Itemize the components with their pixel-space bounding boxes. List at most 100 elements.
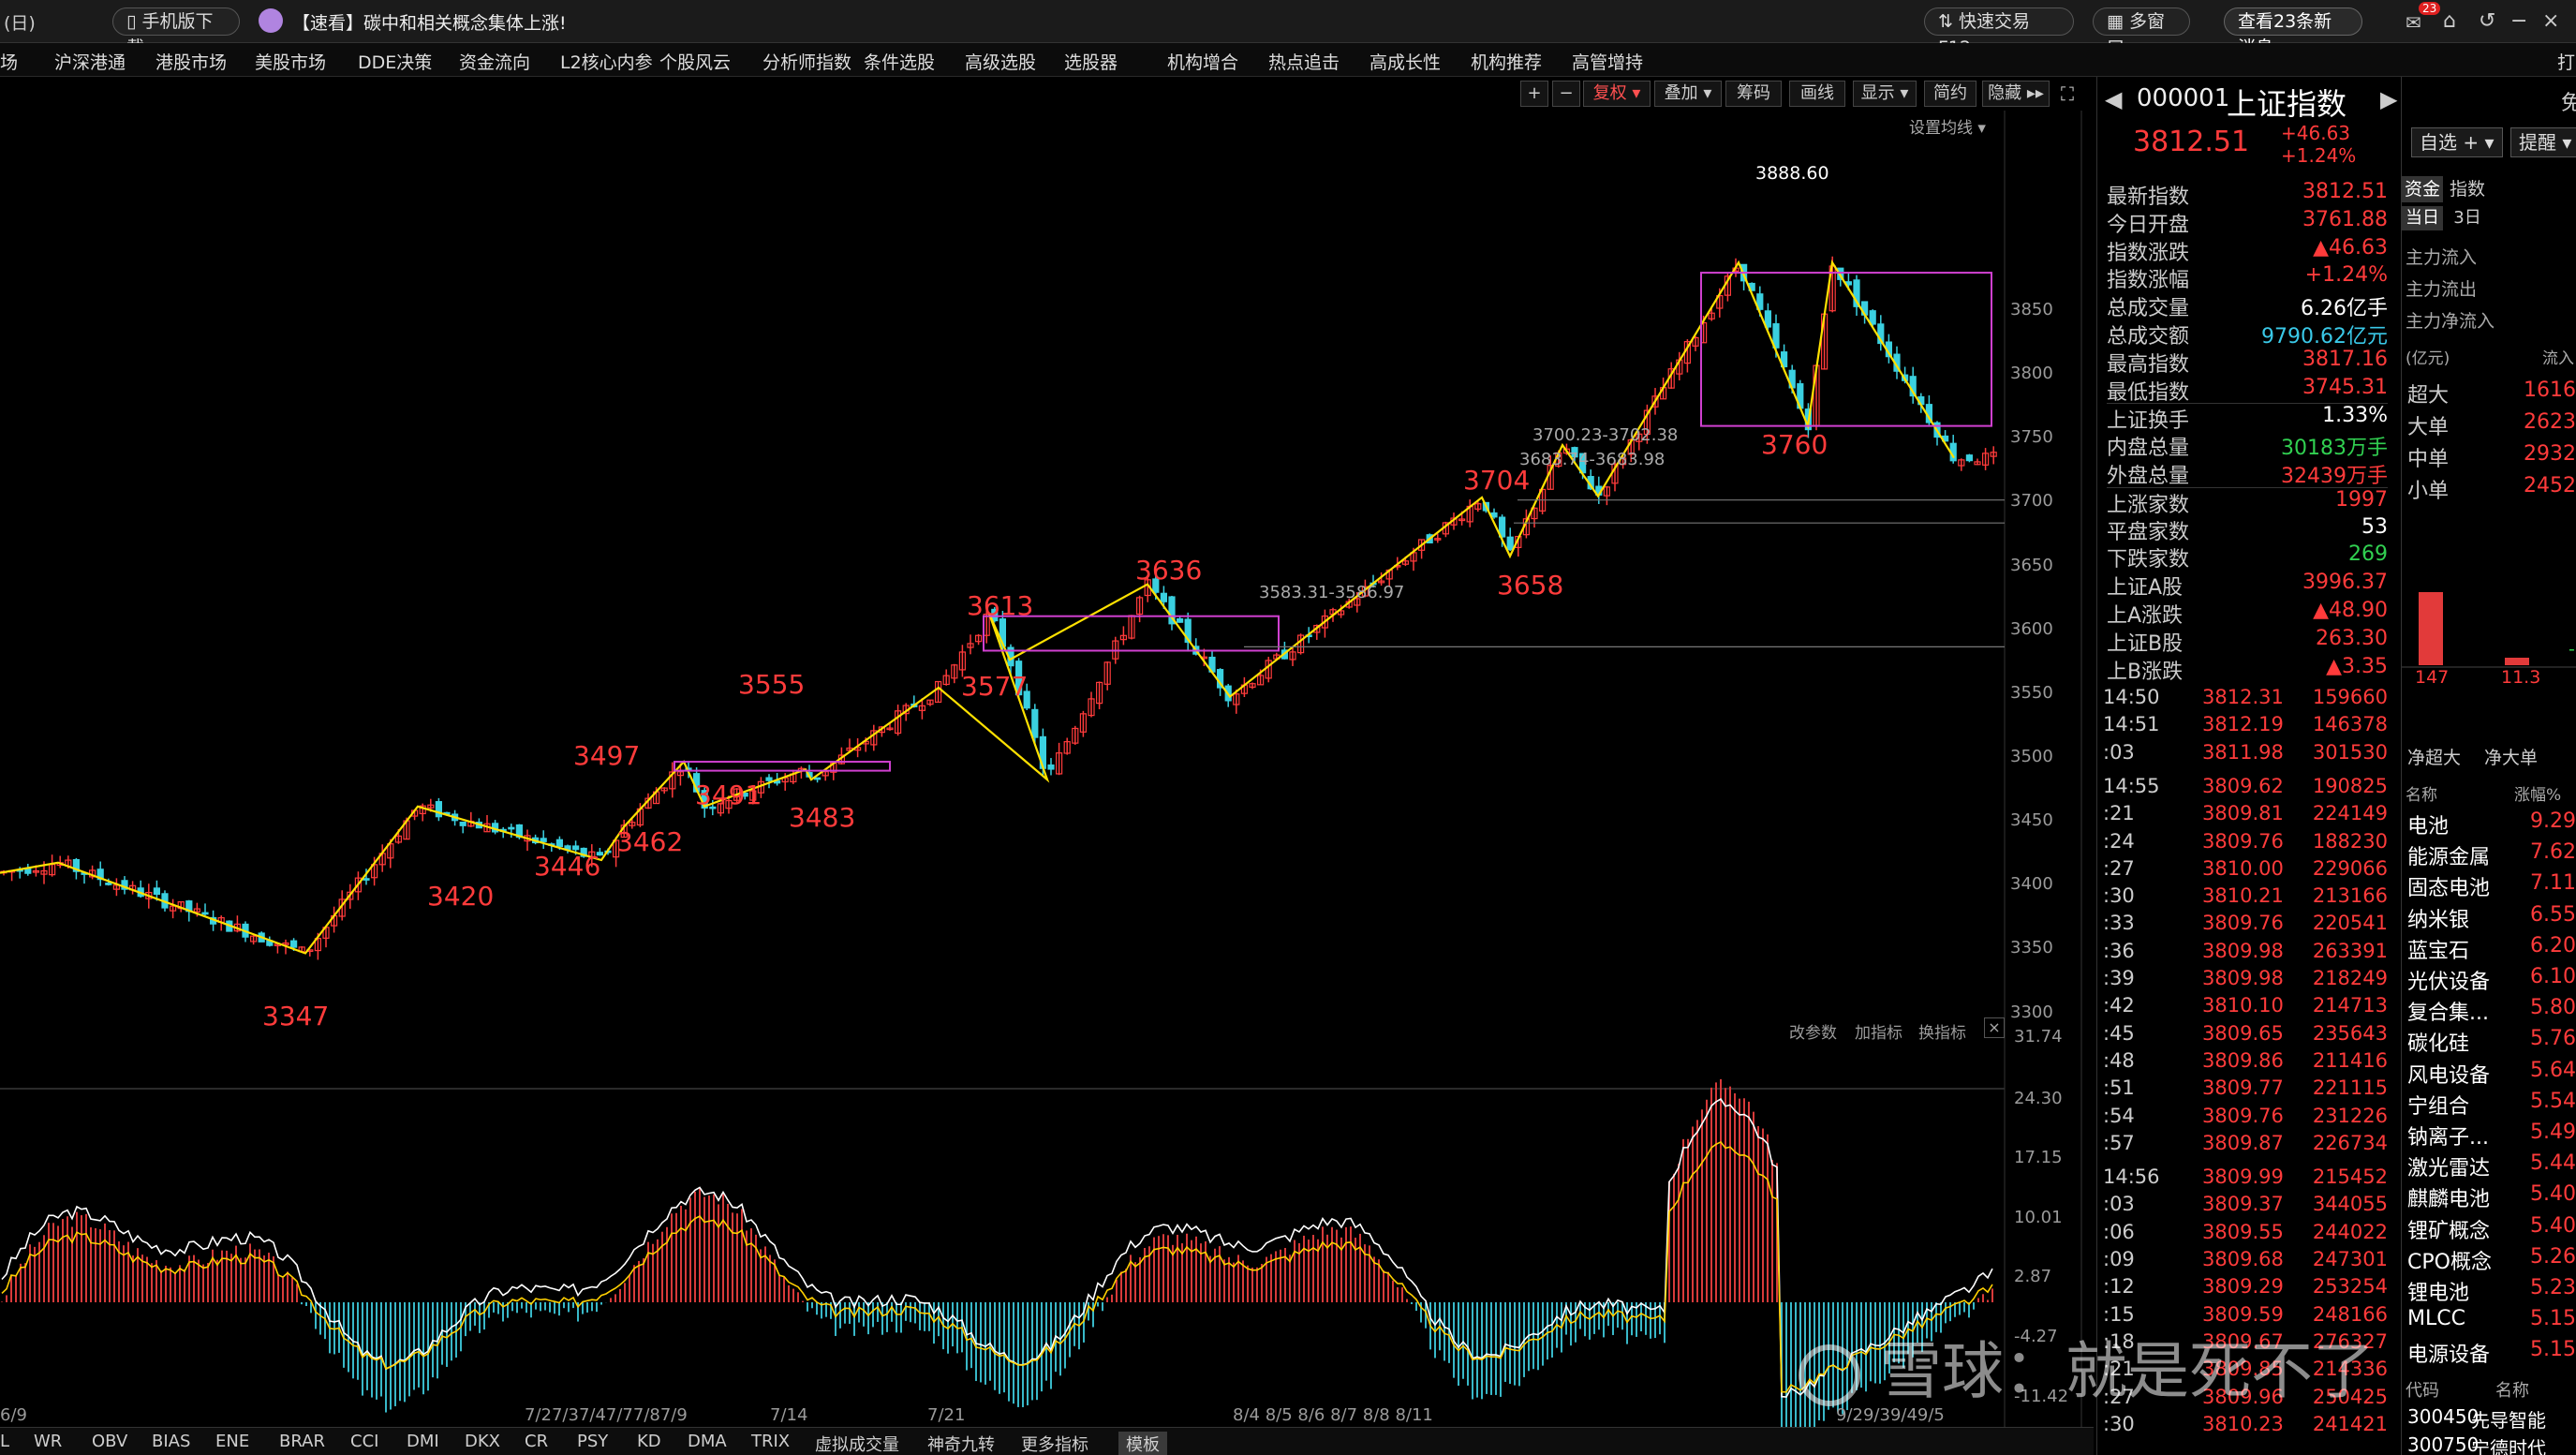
sector-row[interactable]: 蓝宝石 6.20 [2407, 934, 2576, 964]
sector-row[interactable]: 钠离子... 5.49 [2407, 1121, 2576, 1151]
sector-row[interactable]: 固态电池 7.11 [2407, 871, 2576, 901]
tick-time: 14:50 [2103, 686, 2160, 708]
menu-item[interactable]: 分析师指数 [762, 52, 852, 73]
sector-row[interactable]: 激光雷达 5.44 [2407, 1151, 2576, 1181]
menu-item[interactable]: 高管增持 [1572, 52, 1644, 73]
hide-button[interactable]: 隐藏 ▸▸ [1982, 81, 2050, 107]
indicator-tab[interactable]: ENE [215, 1432, 250, 1451]
menu-item[interactable]: 机构增合 [1167, 52, 1239, 73]
menu-item[interactable]: L2核心内参 [560, 52, 653, 73]
zigzag-line [0, 260, 1955, 955]
menu-item[interactable]: 选股器 [1064, 52, 1118, 73]
menu-item[interactable]: 高级选股 [965, 52, 1037, 73]
macd-tick: 31.74 [2014, 1026, 2063, 1047]
add-watchlist-button[interactable]: 自选 + ▾ [2411, 127, 2503, 157]
indicator-tab[interactable]: DMI [407, 1432, 439, 1451]
indicator-tab[interactable]: BRAR [279, 1432, 325, 1451]
news-ticker[interactable]: 【速看】碳中和相关概念集体上涨! [292, 13, 567, 34]
indicator-tab[interactable]: DKX [465, 1432, 500, 1451]
sector-row[interactable]: MLCC 5.15 [2407, 1307, 2576, 1337]
edit-params-button[interactable]: 改参数 [1789, 1024, 1837, 1043]
home-icon[interactable]: ⌂ [2443, 9, 2456, 33]
simple-button[interactable]: 简约 [1924, 81, 1976, 107]
new-messages-button[interactable]: 查看23条新消息 [2224, 7, 2362, 58]
sector-row[interactable]: 纳米银 6.55 [2407, 903, 2576, 933]
menu-item[interactable]: 沪深港通 [54, 52, 126, 73]
menu-item[interactable]: 个股风云 [659, 52, 732, 73]
sector-row[interactable]: 光伏设备 6.10 [2407, 965, 2576, 995]
constituent-row[interactable]: 300750 宁德时代 [2407, 1433, 2576, 1455]
sector-row[interactable]: 麒麟电池 5.40 [2407, 1182, 2576, 1212]
list-header-name[interactable]: 名称 [2406, 786, 2437, 805]
sector-row[interactable]: 电池 9.29 [2407, 809, 2576, 839]
set-ma-button[interactable]: 设置均线 ▾ [1909, 119, 1986, 138]
sector-row[interactable]: 宁组合 5.54 [2407, 1090, 2576, 1120]
indicator-tab[interactable]: 更多指标 [1021, 1435, 1088, 1455]
sector-row[interactable]: 能源金属 7.62 [2407, 840, 2576, 870]
switch-indicator-button[interactable]: 换指标 [1918, 1024, 1966, 1043]
fuquan-dropdown[interactable]: 复权 ▾ [1583, 81, 1651, 107]
indicator-tab[interactable]: OBV [92, 1432, 128, 1451]
next-stock-icon[interactable]: ▶ [2380, 86, 2398, 112]
sector-row[interactable]: 电源设备 5.15 [2407, 1338, 2576, 1368]
constituent-row[interactable]: 300450 先导智能 [2407, 1405, 2576, 1435]
sector-row[interactable]: 风电设备 5.64 [2407, 1059, 2576, 1089]
sector-row[interactable]: 锂电池 5.23 [2407, 1276, 2576, 1306]
fuquan-label: 复权 [1592, 83, 1627, 103]
candle-body [40, 869, 48, 875]
draw-line-button[interactable]: 画线 [1789, 81, 1845, 107]
indicator-tab[interactable]: BIAS [152, 1432, 191, 1451]
indicator-tab-active[interactable]: 模板 [1118, 1432, 1167, 1455]
alert-button[interactable]: 提醒 ▾ [2510, 127, 2576, 157]
menu-item[interactable]: 热点追击 [1268, 52, 1340, 73]
indicator-tab[interactable]: 神奇九转 [927, 1435, 995, 1455]
tab-index[interactable]: 指数 [2449, 179, 2485, 200]
tab-funds[interactable]: 资金 [2402, 176, 2443, 202]
mail-icon[interactable]: ✉ [2406, 11, 2421, 34]
indicator-tab[interactable]: DMA [688, 1432, 727, 1451]
menu-item[interactable]: 美股市场 [255, 52, 327, 73]
indicator-tab[interactable]: WR [34, 1432, 63, 1451]
indicator-tab[interactable]: CCI [350, 1432, 379, 1451]
expand-icon[interactable]: ⛶ [2061, 82, 2074, 105]
back-icon[interactable]: ↺ [2479, 9, 2496, 33]
menu-item[interactable]: 港股市场 [155, 52, 228, 73]
indicator-tab[interactable]: PSY [577, 1432, 609, 1451]
sector-row[interactable]: CPO概念 5.26 [2407, 1245, 2576, 1275]
menu-item[interactable]: 高成长性 [1369, 52, 1442, 73]
assistant-avatar-icon[interactable] [259, 8, 283, 33]
multi-window-button[interactable]: ▦ 多窗口 [2093, 7, 2190, 58]
chips-button[interactable]: 筹码 [1725, 81, 1782, 107]
minimize-icon[interactable]: − [2510, 9, 2528, 33]
indicator-tab[interactable]: L [0, 1432, 10, 1451]
menu-item[interactable]: 条件选股 [864, 52, 936, 73]
subtab-3day[interactable]: 3日 [2453, 208, 2481, 228]
close-icon[interactable]: × [2542, 9, 2560, 33]
menu-item[interactable]: 场 [0, 52, 19, 73]
list-header-change[interactable]: 涨幅% [2514, 786, 2562, 805]
indicator-tab[interactable]: KD [637, 1432, 661, 1451]
sector-row[interactable]: 复合集... 5.80 [2407, 996, 2576, 1026]
message-count-badge: 23 [2419, 2, 2441, 15]
add-indicator-button[interactable]: 加指标 [1855, 1024, 1902, 1043]
candlestick-chart[interactable] [0, 77, 2094, 1454]
peak-label: 3497 [573, 740, 641, 771]
indicator-tab[interactable]: TRIX [751, 1432, 791, 1451]
zoom-in-button[interactable]: + [1520, 81, 1548, 107]
overlay-dropdown[interactable]: 叠加 ▾ [1654, 81, 1722, 107]
subtab-today[interactable]: 当日 [2402, 206, 2443, 230]
menu-item[interactable]: DDE决策 [358, 52, 433, 73]
zoom-out-button[interactable]: − [1552, 81, 1580, 107]
indicator-tab[interactable]: 虚拟成交量 [815, 1435, 899, 1455]
mobile-download-button[interactable]: ▯ 手机版下载 [112, 7, 240, 58]
quick-trade-button[interactable]: ⇅ 快速交易F12 [1924, 7, 2074, 58]
close-indicator-icon[interactable]: × [1984, 1017, 2005, 1038]
display-dropdown[interactable]: 显示 ▾ [1853, 81, 1917, 107]
indicator-tab[interactable]: CR [525, 1432, 549, 1451]
sector-row[interactable]: 碳化硅 5.76 [2407, 1027, 2576, 1057]
sector-row[interactable]: 锂矿概念 5.40 [2407, 1214, 2576, 1244]
menu-item[interactable]: 资金流向 [459, 52, 531, 73]
menu-item[interactable]: 机构推荐 [1471, 52, 1543, 73]
prev-stock-icon[interactable]: ◀ [2105, 86, 2123, 112]
menu-item[interactable]: 打 [2557, 52, 2576, 73]
